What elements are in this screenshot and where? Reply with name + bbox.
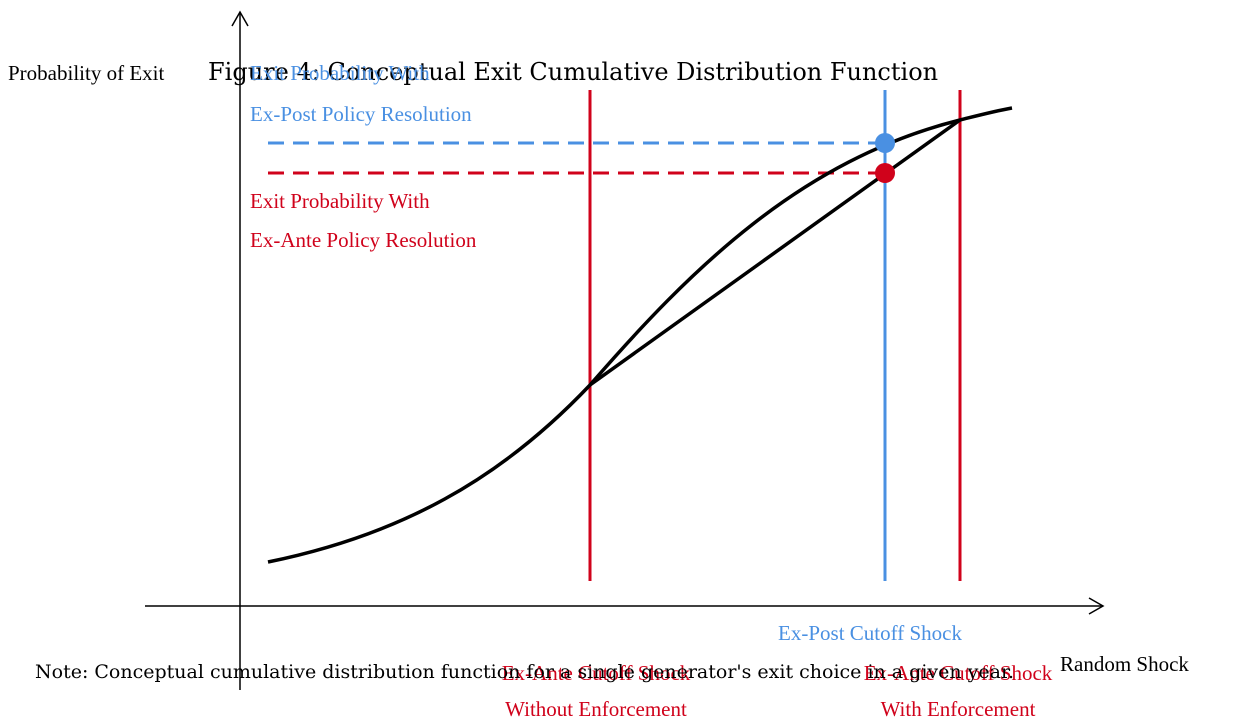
- annotation: Exit Probability With: [250, 61, 430, 85]
- annotation: With Enforcement: [881, 697, 1036, 721]
- y-arrow: [231, 10, 249, 27]
- annotation: Ex-Ante Cutoff Shock: [864, 661, 1053, 685]
- linear-curve: [588, 118, 962, 387]
- annotation: Ex-Post Policy Resolution: [250, 102, 472, 126]
- x-arrow: [1088, 597, 1105, 615]
- note: Note: Conceptual cumulative distribution…: [35, 661, 1014, 683]
- annotation: Ex-Ante Policy Resolution: [250, 228, 477, 252]
- annotation: Exit Probability With: [250, 189, 430, 213]
- cdf-curve: [267, 106, 1013, 564]
- x-axis-label: Random Shock: [1060, 652, 1189, 676]
- title: Figure 4: Conceptual Exit Cumulative Dis…: [208, 58, 938, 86]
- ex-post-point: [875, 133, 895, 153]
- annotation: Ex-Post Cutoff Shock: [778, 621, 962, 645]
- ex-ante-point: [875, 163, 895, 183]
- annotation: Ex-Ante Cutoff Shock: [502, 661, 691, 685]
- y-axis-label: Probability of Exit: [8, 61, 164, 85]
- annotation: Without Enforcement: [505, 697, 687, 721]
